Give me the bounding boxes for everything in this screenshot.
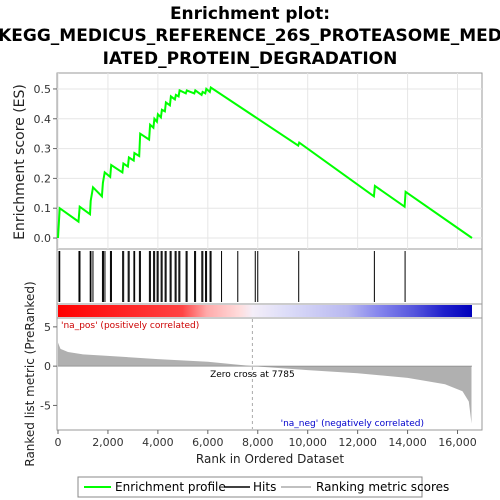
x-tick-label: 4,000: [142, 436, 174, 449]
es-y-tick-label: 0.3: [34, 143, 52, 156]
x-tick-label: 8,000: [242, 436, 274, 449]
ranked-y-tick-label: 0: [44, 360, 51, 373]
x-tick-label: 12,000: [338, 436, 377, 449]
es-grid: [57, 73, 482, 249]
es-y-ticks: 0.0 0.1 0.2 0.3 0.4 0.5: [34, 83, 57, 245]
es-panel-frame: [56, 72, 483, 250]
ranked-y-tick-label: 5: [44, 321, 51, 334]
es-y-tick-label: 0.1: [34, 202, 52, 215]
ranked-y-tick-label: -5: [40, 399, 51, 412]
hits-marks: [58, 251, 406, 302]
es-y-tick-label: 0.5: [34, 83, 52, 96]
x-tick-label: 10,000: [288, 436, 327, 449]
ranking-heatmap-bar: [58, 305, 472, 317]
ranking-metric-area: [58, 342, 472, 424]
es-y-tick-label: 0.0: [34, 232, 52, 245]
zero-cross-label: Zero cross at 7785: [210, 370, 295, 380]
hits-panel-frame: [56, 248, 483, 305]
x-ticks: 0 2,000 4,000 6,000 8,000 10,000 12,000 14,000 1…: [55, 430, 477, 449]
x-tick-label: 14,000: [388, 436, 427, 449]
chart-title-line-1: Enrichment plot:: [170, 4, 330, 24]
x-tick-label: 6,000: [192, 436, 224, 449]
legend-enrichment-label: Enrichment profile: [115, 480, 226, 494]
chart-title-line-2: KEGG_MEDICUS_REFERENCE_26S_PROTEASOME_ME…: [0, 26, 500, 46]
es-y-axis-label: Enrichment score (ES): [12, 84, 28, 240]
x-tick-label: 2,000: [92, 436, 124, 449]
ranked-y-ticks: 5 0 -5: [40, 321, 57, 412]
chart-title-line-3: IATED_PROTEIN_DEGRADATION: [103, 49, 398, 69]
es-y-tick-label: 0.4: [34, 113, 52, 126]
x-tick-label: 0: [55, 436, 62, 449]
x-axis-label: Rank in Ordered Dataset: [196, 452, 344, 466]
enrichment-profile-line: [57, 85, 473, 239]
pos-correlated-label: 'na_pos' (positively correlated): [61, 321, 199, 331]
ranked-y-axis-label: Ranked list metric (PreRanked): [23, 281, 37, 466]
x-tick-label: 16,000: [438, 436, 477, 449]
es-y-tick-label: 0.2: [34, 172, 52, 185]
legend-hits-label: Hits: [253, 480, 276, 494]
neg-correlated-label: 'na_neg' (negatively correlated): [281, 419, 424, 429]
legend-metric-label: Ranking metric scores: [316, 480, 449, 494]
